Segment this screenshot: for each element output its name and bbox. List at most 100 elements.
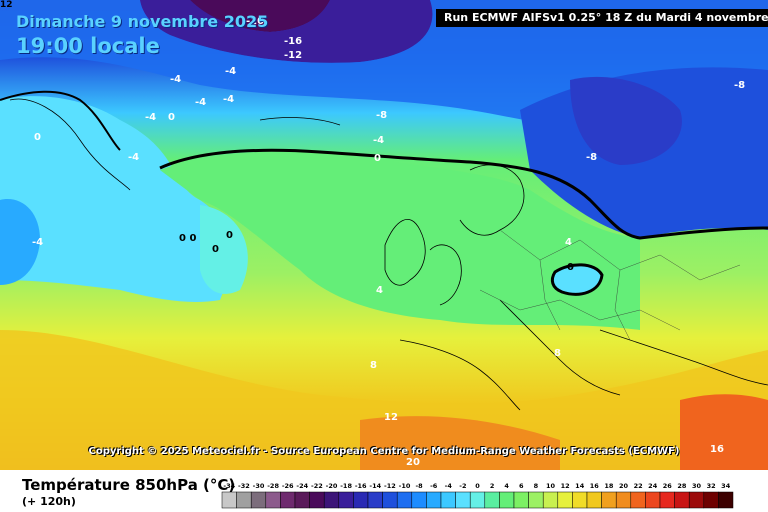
scale-tick-label: 14 [575, 482, 585, 490]
scale-swatch [265, 491, 281, 509]
map-label: -16 [284, 36, 302, 47]
scale-tick-label: -18 [340, 482, 352, 490]
scale-tick-label: 20 [619, 482, 629, 490]
scale-tick-label: -8 [415, 482, 423, 490]
scale-swatch [411, 491, 427, 509]
scale-swatch [586, 491, 602, 509]
run-info: Run ECMWF AIFSv1 0.25° 18 Z du Mardi 4 n… [436, 9, 768, 27]
scale-tick-label: -24 [296, 482, 308, 490]
map-label: -20 [246, 16, 264, 27]
scale-tick-label: 16 [590, 482, 600, 490]
forecast-local-time: 19:00 locale [16, 34, 160, 58]
map-label: 0 [226, 230, 233, 241]
scale-swatch [542, 491, 559, 509]
scale-swatch [630, 491, 646, 509]
scale-swatch [309, 491, 325, 509]
map-label: 8 [554, 348, 561, 359]
scale-swatch [484, 491, 500, 509]
scale-tick-label: 10 [546, 482, 556, 490]
scale-tick-label: -12 [384, 482, 396, 490]
map-label: 0 [168, 112, 175, 123]
map-label: 0 [34, 132, 41, 143]
cold-core-north [190, 0, 330, 32]
scale-swatch [396, 491, 413, 509]
scale-swatch [440, 491, 456, 509]
scale-tick-label: 0 [475, 482, 480, 490]
parameter-title: Température 850hPa (°C) [22, 476, 236, 494]
cool-pocket [200, 205, 248, 294]
coastlines [9, 98, 768, 411]
scale-swatch [294, 491, 310, 509]
scale-tick-label: -10 [399, 482, 411, 490]
scale-swatch [659, 491, 675, 509]
map-label: -8 [586, 152, 597, 163]
scale-swatch [382, 491, 398, 509]
map-label: -8 [734, 80, 745, 91]
scale-swatch [688, 491, 705, 509]
scale-swatch [236, 491, 252, 509]
map-label: 0 [567, 262, 574, 273]
scale-swatch [499, 491, 515, 509]
cold-core-central [550, 263, 604, 296]
scale-swatch [221, 491, 237, 509]
isotherm-zero [159, 148, 768, 240]
map-label: -4 [223, 94, 234, 105]
scale-swatch [557, 491, 573, 509]
scale-swatch [250, 491, 267, 509]
scale-tick-label: -28 [267, 482, 279, 490]
scale-swatch [645, 491, 661, 509]
lead-time: (+ 120h) [22, 495, 76, 508]
scale-tick-label: 28 [677, 482, 687, 490]
map-label: -4 [195, 97, 206, 108]
scale-tick-label: 8 [534, 482, 539, 490]
map-label: -4 [145, 112, 156, 123]
map-label: 20 [406, 457, 420, 468]
copyright-notice: Copyright © 2025 Meteociel.fr - Source E… [88, 446, 680, 457]
scale-tick-label: -4 [445, 482, 453, 490]
scale-tick-label: -26 [282, 482, 294, 490]
scale-tick-label: 6 [519, 482, 524, 490]
temperature-map: -20 -16 -12 -4 -4 -4 -4 -4 0 -4 0 -8 -4 … [0, 0, 768, 470]
mild-atlantic [160, 151, 640, 330]
scale-tick-label: -16 [355, 482, 367, 490]
scale-swatch [469, 491, 486, 509]
map-label: 0 [374, 153, 381, 164]
scale-tick-label: 4 [504, 482, 509, 490]
scale-tick-label: -6 [430, 482, 438, 490]
scale-tick-label: 32 [707, 482, 716, 490]
scale-swatch [280, 491, 296, 509]
scale-tick-label: 34 [721, 482, 731, 490]
scale-swatch [426, 491, 442, 509]
scale-swatch [353, 491, 369, 509]
scale-tick-label: 18 [604, 482, 614, 490]
scale-tick-label: 30 [692, 482, 702, 490]
corner-label: 12 [0, 0, 13, 10]
warm-south [0, 330, 768, 470]
scale-tick-label: -14 [369, 482, 381, 490]
scale-tick-label: 26 [663, 482, 673, 490]
map-label: -12 [284, 50, 302, 61]
cold-pocket-east [570, 76, 682, 165]
scale-tick-label: -22 [311, 482, 323, 490]
scale-tick-label: 24 [648, 482, 658, 490]
scale-swatch [323, 491, 340, 509]
map-label: -4 [128, 152, 139, 163]
isotherm-zero-west [0, 90, 121, 151]
warm-core-south [360, 416, 560, 470]
scale-swatch [338, 491, 354, 509]
map-label: 0 0 [179, 233, 196, 244]
scale-swatch [513, 491, 529, 509]
scale-tick-label: 22 [634, 482, 643, 490]
scale-swatch [528, 491, 544, 509]
cold-west [0, 96, 231, 302]
map-label: -4 [32, 237, 43, 248]
map-label: -4 [373, 135, 384, 146]
map-label: 8 [370, 360, 377, 371]
cold-band-north [140, 0, 433, 63]
legend-footer: Température 850hPa (°C) (+ 120h) -34 -32-… [0, 470, 768, 512]
map-label: 4 [565, 237, 572, 248]
scale-swatch [601, 491, 617, 509]
map-label: -4 [225, 66, 236, 77]
map-label: 12 [384, 412, 398, 423]
